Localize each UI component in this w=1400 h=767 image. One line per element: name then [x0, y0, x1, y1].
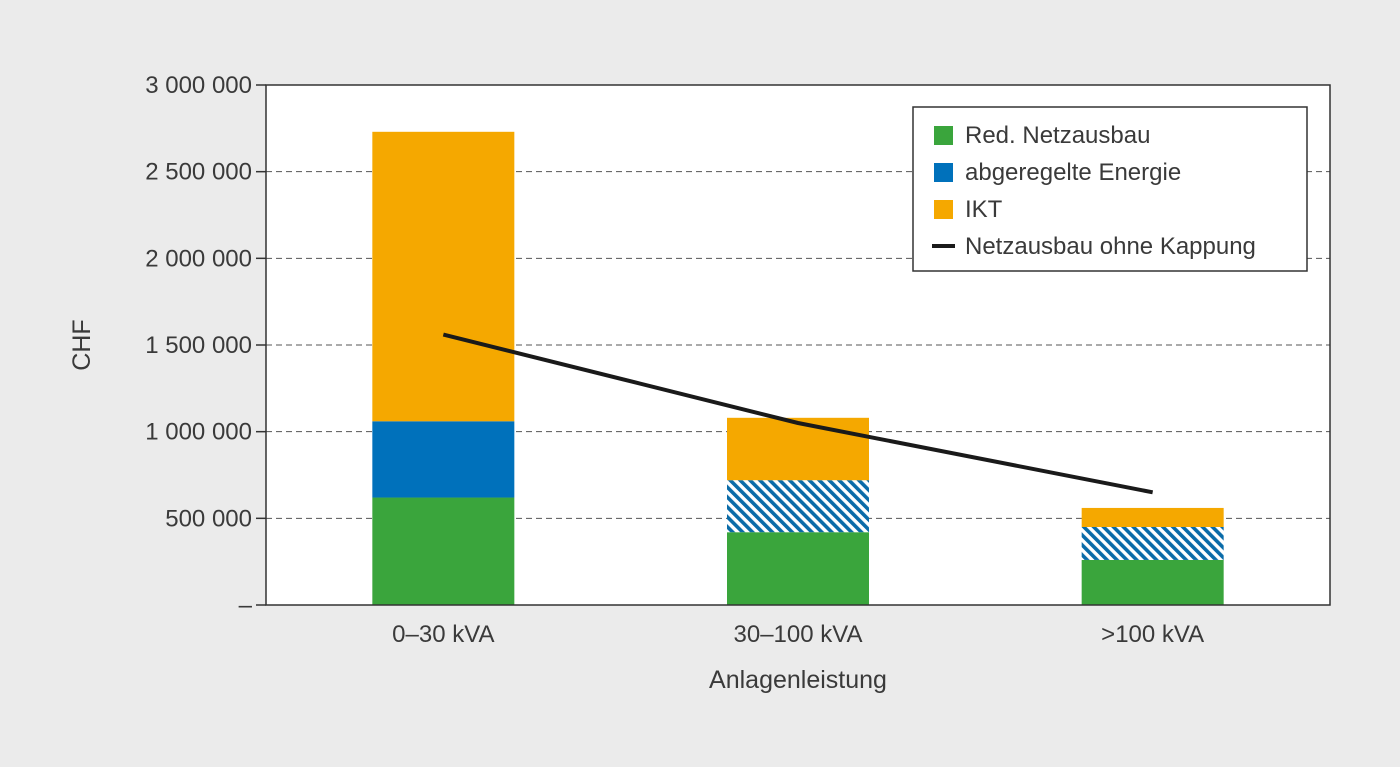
legend: Red. Netzausbau abgeregelte Energie IKT Net… — [913, 107, 1307, 271]
bar-ikt — [727, 418, 869, 480]
y-tick-label: 3 000 000 — [145, 72, 252, 99]
y-axis-title: CHF — [68, 319, 96, 370]
bar-red-netzausbau — [1082, 560, 1224, 605]
legend-label: Red. Netzausbau — [965, 122, 1150, 149]
x-axis-ticks: 0–30 kVA 30–100 kVA >100 kVA — [392, 621, 1204, 648]
y-tick-label: 1 000 000 — [145, 419, 252, 446]
bar-abgeregelte-energie — [1082, 527, 1224, 560]
bar-ikt — [372, 132, 514, 421]
bar-ikt — [1082, 508, 1224, 527]
y-tick-label: 2 500 000 — [145, 159, 252, 186]
y-tick-label: 1 500 000 — [145, 332, 252, 359]
bar-abgeregelte-energie — [372, 421, 514, 497]
x-axis-title: Anlagenleistung — [709, 666, 887, 694]
legend-swatch — [934, 200, 953, 219]
y-axis-ticks: – 500 000 1 000 000 1 500 000 2 000 000 2 500… — [145, 72, 266, 619]
bar-red-netzausbau — [372, 498, 514, 605]
x-tick-label: 30–100 kVA — [734, 621, 863, 648]
bar-abgeregelte-energie — [727, 480, 869, 532]
y-tick-label: 500 000 — [165, 505, 252, 532]
legend-label: IKT — [965, 196, 1003, 223]
y-tick-label: – — [239, 592, 253, 619]
legend-swatch — [934, 126, 953, 145]
x-tick-label: 0–30 kVA — [392, 621, 494, 648]
bar-red-netzausbau — [727, 532, 869, 605]
legend-label: abgeregelte Energie — [965, 159, 1181, 186]
legend-swatch — [934, 163, 953, 182]
y-tick-label: 2 000 000 — [145, 245, 252, 272]
legend-label: Netzausbau ohne Kappung — [965, 233, 1256, 260]
x-tick-label: >100 kVA — [1101, 621, 1204, 648]
